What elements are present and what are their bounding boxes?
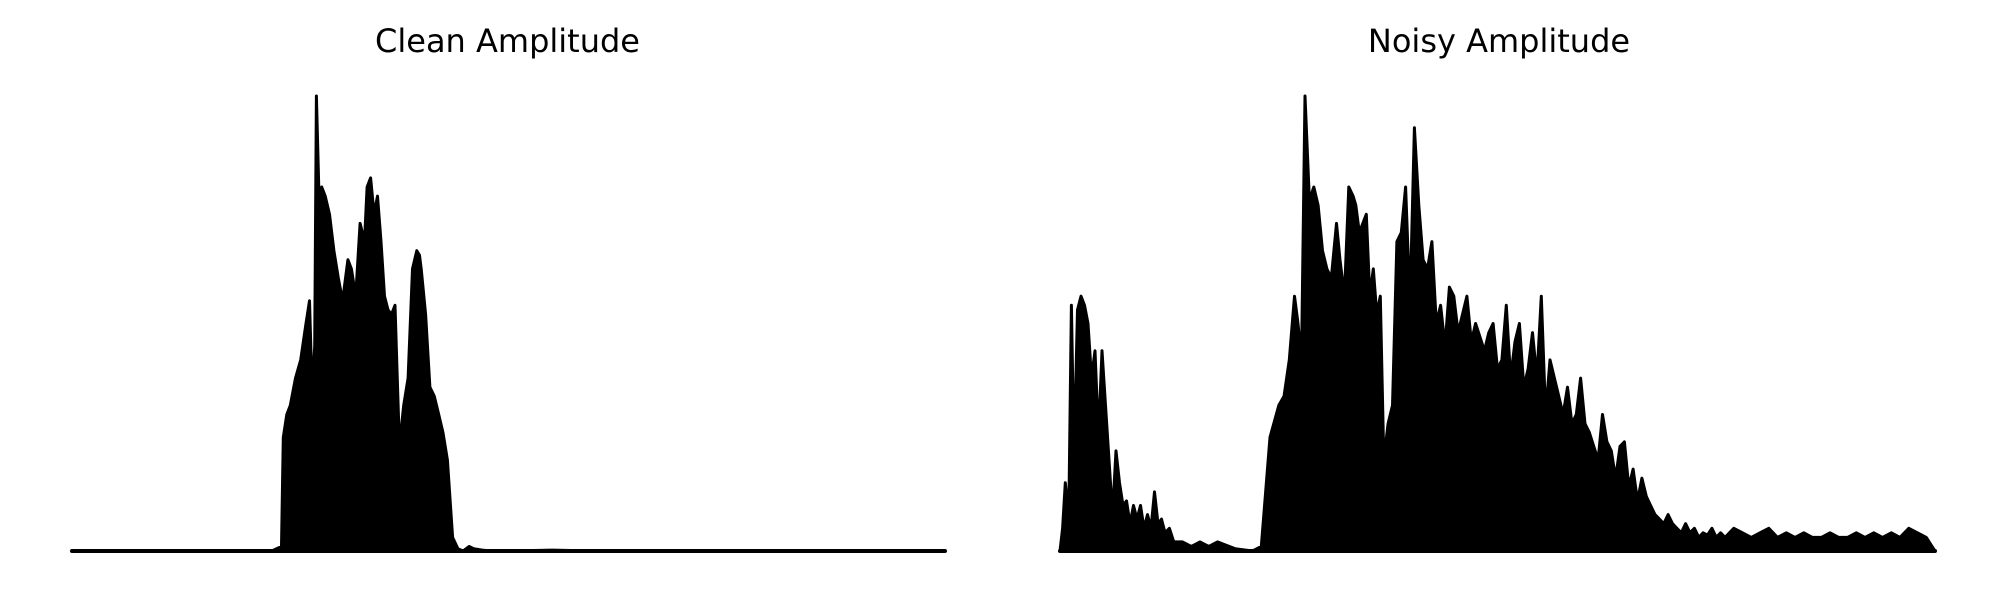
chart-title: Noisy Amplitude <box>1367 22 1631 60</box>
chart-title: Clean Amplitude <box>375 22 640 60</box>
amplitude-area <box>70 94 947 553</box>
amplitude-area <box>1058 94 1937 553</box>
